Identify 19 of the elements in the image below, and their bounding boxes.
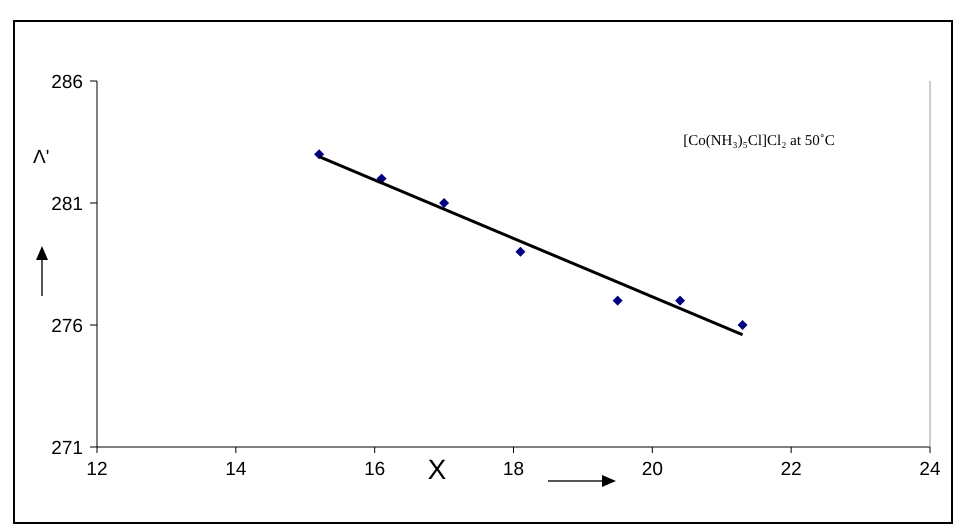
x-tick-label: 16: [364, 459, 386, 480]
y-tick-label: 276: [51, 316, 83, 337]
x-tick-label: 12: [86, 459, 108, 480]
y-axis-title: Λ': [33, 147, 50, 168]
point: [612, 296, 623, 306]
y-tick-label: 281: [51, 194, 83, 215]
x-tick-label: 24: [919, 459, 941, 480]
x-tick-label: 14: [225, 459, 247, 480]
annotation: [Co(NH₃)₅Cl]Cl₂ at 50˚C: [683, 133, 835, 149]
point: [738, 320, 748, 330]
point: [675, 296, 686, 306]
x-tick-label: 20: [642, 459, 663, 480]
x-axis-title: X: [428, 454, 447, 485]
point: [515, 246, 526, 257]
y-tick-label: 271: [51, 438, 83, 459]
x-tick-label: 22: [780, 459, 802, 480]
y-tick-label: 286: [51, 72, 83, 93]
point: [439, 198, 450, 208]
x-tick-label: 18: [502, 459, 524, 480]
